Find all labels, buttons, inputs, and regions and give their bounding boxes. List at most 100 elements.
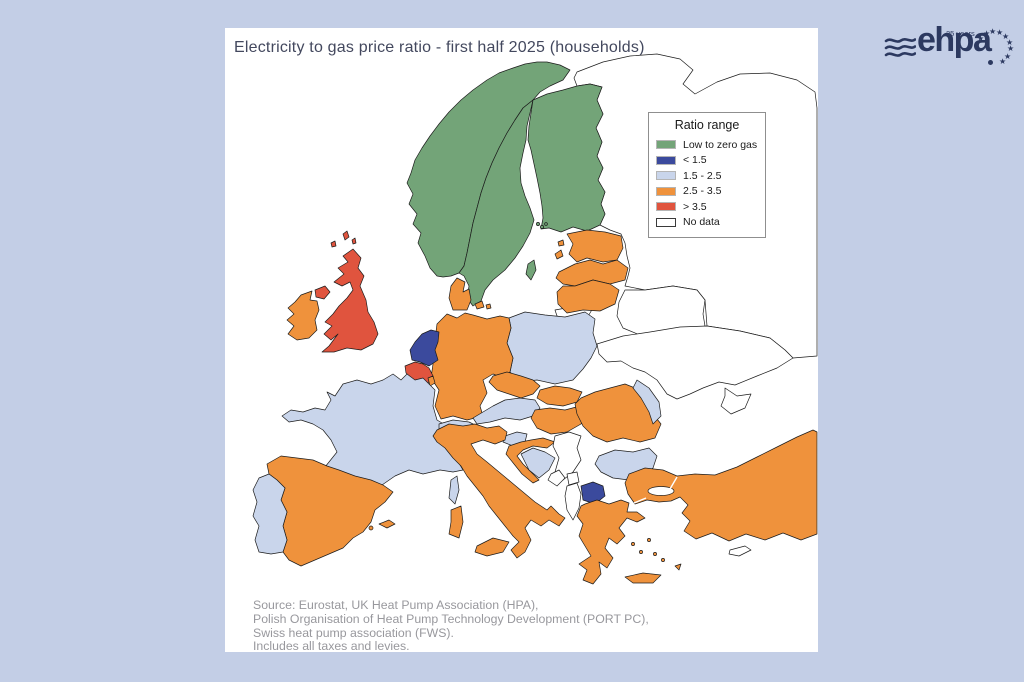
legend: Ratio range Low to zero gas < 1.5 1.5 - … <box>648 112 766 238</box>
country-sweden <box>458 99 535 307</box>
legend-item-low: Low to zero gas <box>656 137 758 153</box>
island-gotland <box>525 259 537 281</box>
country-estonia <box>566 229 624 263</box>
country-albania <box>564 482 582 521</box>
legend-swatch-1525 <box>656 171 676 181</box>
region-northern-ireland <box>314 285 331 300</box>
sea-of-marmara <box>647 486 675 496</box>
country-hungary <box>530 405 588 435</box>
map-card: Electricity to gas price ratio - first h… <box>225 28 818 654</box>
island-aland-3 <box>544 222 548 226</box>
ehpa-logo-period <box>988 60 993 65</box>
island-aland-2 <box>540 225 544 229</box>
country-serbia <box>552 431 582 481</box>
country-netherlands <box>409 329 440 367</box>
country-czechia <box>488 371 541 399</box>
star-icon: ★ <box>999 57 1007 66</box>
star-icon: ★ <box>989 27 997 36</box>
legend-swatch-nodata <box>656 217 676 227</box>
legend-label-gt35: > 3.5 <box>683 200 707 213</box>
island-aegean-1 <box>631 542 635 546</box>
legend-item-gt35: > 3.5 <box>656 199 758 215</box>
star-icon: ★ <box>1002 32 1010 41</box>
country-crimea <box>720 387 752 415</box>
country-denmark <box>448 277 472 311</box>
star-icon: ★ <box>977 34 985 43</box>
island-crete <box>624 572 662 584</box>
legend-label-2535: 2.5 - 3.5 <box>683 185 722 198</box>
legend-swatch-2535 <box>656 186 676 196</box>
country-germany <box>428 312 514 421</box>
europe-choropleth-map <box>252 53 818 585</box>
legend-label-nodata: No data <box>683 216 720 229</box>
country-italy <box>432 423 566 559</box>
island-funen <box>485 303 492 310</box>
country-poland <box>506 311 598 385</box>
legend-label-lt15: < 1.5 <box>683 154 707 167</box>
island-shetland <box>342 230 350 241</box>
island-ibiza <box>368 525 374 531</box>
country-romania <box>574 383 662 443</box>
legend-item-nodata: No data <box>656 215 758 231</box>
country-cyprus <box>728 545 752 557</box>
country-france <box>281 373 464 486</box>
island-aegean-5 <box>661 558 665 562</box>
source-line-1: Source: Eurostat, UK Heat Pump Associati… <box>253 598 539 612</box>
source-line-4: Includes all taxes and levies. <box>253 639 410 654</box>
island-mallorca <box>378 519 396 529</box>
island-hiiumaa <box>557 239 565 247</box>
legend-title: Ratio range <box>674 118 740 132</box>
country-croatia <box>505 437 556 484</box>
country-latvia <box>555 259 629 287</box>
star-icon: ★ <box>1007 44 1015 53</box>
country-austria <box>472 397 541 425</box>
legend-item-1525: 1.5 - 2.5 <box>656 168 758 184</box>
star-icon: ★ <box>1004 52 1012 61</box>
source-note: Source: Eurostat, UK Heat Pump Associati… <box>253 598 649 654</box>
legend-item-2535: 2.5 - 3.5 <box>656 184 758 200</box>
island-aegean-3 <box>647 538 651 542</box>
legend-swatch-gt35 <box>656 202 676 212</box>
country-ireland <box>286 290 320 341</box>
legend-label-1525: 1.5 - 2.5 <box>683 169 722 182</box>
country-great-britain <box>321 248 379 353</box>
country-lithuania <box>556 279 620 314</box>
star-icon: ★ <box>996 28 1004 37</box>
country-finland <box>527 83 606 233</box>
legend-label-low: Low to zero gas <box>683 138 758 151</box>
waves-icon <box>884 38 916 57</box>
country-bosnia <box>520 447 556 479</box>
ehpa-logo-text: ehpa <box>917 21 992 59</box>
island-zealand <box>474 300 485 310</box>
island-rhodes <box>674 563 682 571</box>
island-sardinia <box>448 505 464 539</box>
island-aegean-2 <box>639 550 643 554</box>
dardanelles-strait <box>633 497 647 504</box>
island-aegean-4 <box>653 552 657 556</box>
country-kosovo <box>566 471 580 486</box>
country-ukraine <box>596 325 794 400</box>
country-moldova <box>632 379 662 425</box>
country-turkey <box>624 429 818 542</box>
country-north-macedonia <box>580 481 606 505</box>
star-icon: ★ <box>983 29 991 38</box>
island-aland-1 <box>536 222 540 226</box>
country-portugal <box>252 473 288 555</box>
island-orkney <box>351 237 357 245</box>
bosphorus-strait <box>669 476 678 490</box>
ehpa-anniversary-label: 25 years <box>946 29 975 38</box>
island-saaremaa <box>554 249 564 260</box>
legend-swatch-low <box>656 140 676 150</box>
country-luxembourg <box>427 375 436 387</box>
ehpa-logo: ehpa 25 years ★ ★ ★ ★ ★ ★ ★ ★ ★ <box>884 20 1019 76</box>
country-greece <box>576 499 646 585</box>
island-corsica <box>448 475 460 505</box>
island-hebrides <box>330 240 337 248</box>
map-title: Electricity to gas price ratio - first h… <box>234 39 645 56</box>
country-montenegro <box>547 469 566 487</box>
country-slovakia <box>536 385 583 407</box>
legend-swatch-lt15 <box>656 155 676 165</box>
source-line-3: Swiss heat pump association (FWS). <box>253 625 454 640</box>
island-sicily <box>474 537 510 557</box>
